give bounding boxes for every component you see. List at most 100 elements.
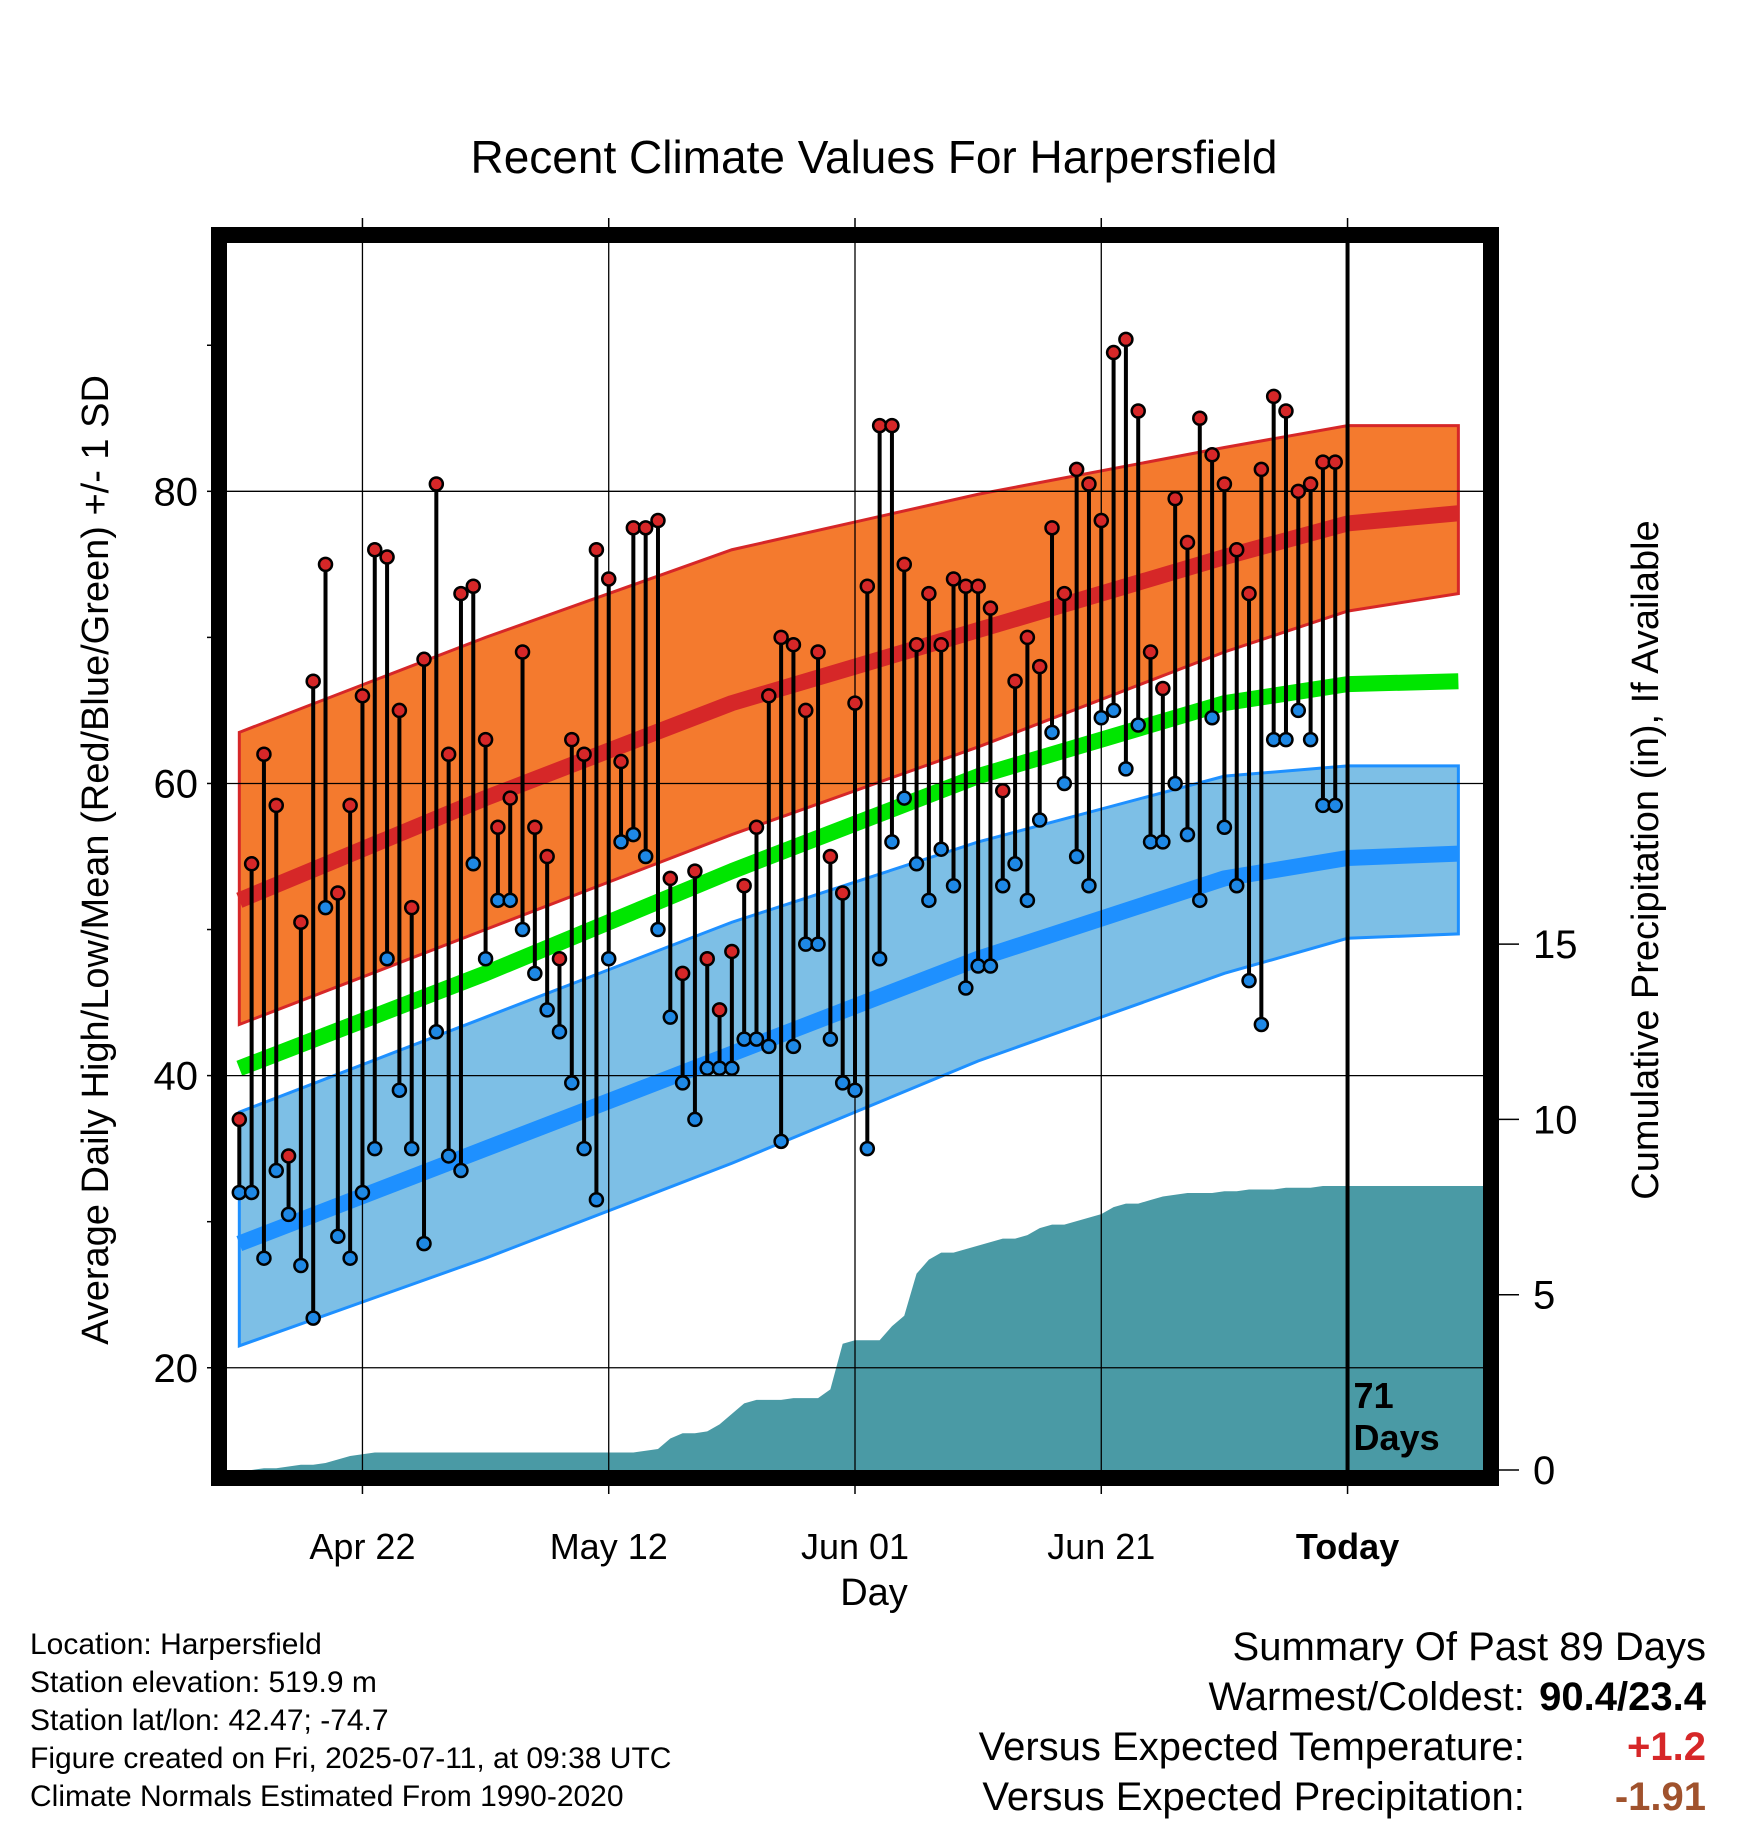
daily-low-point: [330, 1228, 346, 1245]
daily-low-point: [736, 1031, 752, 1047]
daily-high-point: [662, 870, 679, 887]
daily-low-point: [514, 921, 531, 938]
daily-high-point: [687, 863, 703, 879]
daily-high-point: [847, 695, 863, 711]
daily-low-point: [1155, 834, 1171, 850]
y-axis-label: Average Daily High/Low/Mean (Red/Blue/Gr…: [75, 375, 117, 1345]
daily-low-point: [1179, 826, 1196, 843]
daily-high-point: [1093, 512, 1110, 529]
daily-low-point: [564, 1075, 580, 1091]
daily-low-point: [1253, 1016, 1270, 1033]
daily-low-point: [945, 877, 962, 894]
daily-high-point: [859, 578, 876, 595]
daily-low-point: [1044, 724, 1060, 741]
daily-low-point: [871, 951, 888, 967]
daily-low-point: [1265, 731, 1282, 748]
daily-low-point: [970, 958, 986, 974]
daily-high-point: [514, 644, 531, 660]
daily-low-point: [1031, 812, 1048, 828]
daily-low-point: [243, 1184, 260, 1201]
daily-high-point: [1068, 461, 1085, 478]
daily-high-point: [613, 753, 629, 770]
daily-low-point: [1278, 731, 1294, 748]
x-tick-label: Apr 22: [309, 1526, 415, 1567]
daily-low-point: [884, 834, 900, 850]
daily-high-point: [465, 578, 482, 595]
y-tick-label: 20: [154, 1347, 199, 1391]
daily-low-point: [958, 980, 974, 996]
daily-high-point: [502, 790, 518, 806]
y-tick-label: 40: [154, 1055, 199, 1099]
daily-high-point: [625, 520, 642, 536]
y-tick-label: 60: [154, 762, 199, 806]
x-tick-label: Jun 21: [1047, 1526, 1155, 1567]
created-text: Figure created on Fri, 2025-07-11, at 09…: [30, 1742, 672, 1775]
daily-low-point: [576, 1140, 592, 1157]
station-info: Location: Harpersfield Station elevation…: [30, 1626, 671, 1816]
daily-low-point: [551, 1024, 568, 1040]
daily-low-point: [268, 1162, 285, 1179]
daily-high-point: [650, 512, 666, 529]
daily-low-point: [699, 1060, 715, 1077]
climate-chart: Recent Climate Values For Harpersfield 7…: [75, 131, 1667, 1614]
y-tick-label: 80: [154, 470, 199, 514]
location-text: Location: Harpersfield: [30, 1628, 322, 1661]
daily-low-point: [453, 1162, 469, 1179]
daily-high-point: [231, 1111, 248, 1128]
daily-high-point: [588, 542, 605, 558]
daily-low-point: [527, 965, 543, 982]
daily-high-point: [1155, 680, 1171, 697]
precip-area: [239, 1186, 1483, 1470]
daily-high-point: [342, 797, 358, 814]
daily-high-point: [268, 797, 285, 814]
daily-low-point: [625, 826, 642, 843]
daily-low-point: [822, 1031, 839, 1047]
daily-low-point: [600, 951, 617, 967]
daily-high-point: [551, 951, 568, 967]
daily-low-point: [588, 1192, 605, 1208]
daily-high-point: [896, 556, 913, 573]
daily-low-point: [1241, 972, 1257, 989]
daily-high-point: [564, 731, 580, 748]
daily-low-point: [637, 848, 654, 865]
daily-low-point: [403, 1140, 420, 1157]
daily-low-point: [391, 1082, 408, 1098]
daily-high-point: [724, 943, 740, 960]
daily-high-point: [711, 1002, 728, 1018]
daily-low-point: [773, 1133, 789, 1150]
daily-low-point: [231, 1184, 248, 1201]
daily-high-point: [1044, 520, 1060, 536]
elevation-text: Station elevation: 519.9 m: [30, 1666, 377, 1699]
daily-high-point: [748, 819, 765, 836]
daily-high-point: [1192, 410, 1208, 427]
daily-high-point: [1019, 629, 1036, 646]
daily-high-point: [1118, 331, 1134, 348]
daily-low-point: [1093, 709, 1110, 726]
daily-high-point: [797, 702, 814, 719]
extremes-value: 90.4/23.4: [1539, 1675, 1706, 1719]
daily-low-point: [1204, 709, 1220, 726]
daily-high-point: [1253, 461, 1270, 478]
daily-high-point: [1216, 476, 1233, 492]
daily-low-point: [416, 1235, 432, 1252]
daily-high-point: [280, 1148, 297, 1164]
daily-high-point: [293, 914, 309, 930]
daily-high-point: [1278, 403, 1294, 419]
daily-high-point: [416, 651, 432, 668]
daily-low-point: [1167, 775, 1183, 792]
daily-low-point: [724, 1060, 740, 1077]
daily-high-point: [1290, 483, 1307, 500]
temp-label: Versus Expected Temperature:: [978, 1725, 1525, 1769]
temp-row: Versus Expected Temperature: +1.2: [979, 1722, 1706, 1772]
daily-low-point: [305, 1310, 321, 1326]
daily-low-point: [687, 1111, 703, 1128]
daily-high-point: [1167, 490, 1183, 507]
daily-low-point: [1290, 702, 1307, 719]
daily-high-point: [453, 585, 469, 602]
daily-high-point: [256, 746, 272, 762]
y2-axis-label: Cumulative Precipitation (in), If Availa…: [1625, 520, 1667, 1199]
x-tick-label: Jun 01: [801, 1526, 909, 1567]
chart-title: Recent Climate Values For Harpersfield: [470, 131, 1277, 183]
daily-low-point: [317, 899, 334, 916]
daily-low-point: [1192, 892, 1208, 909]
